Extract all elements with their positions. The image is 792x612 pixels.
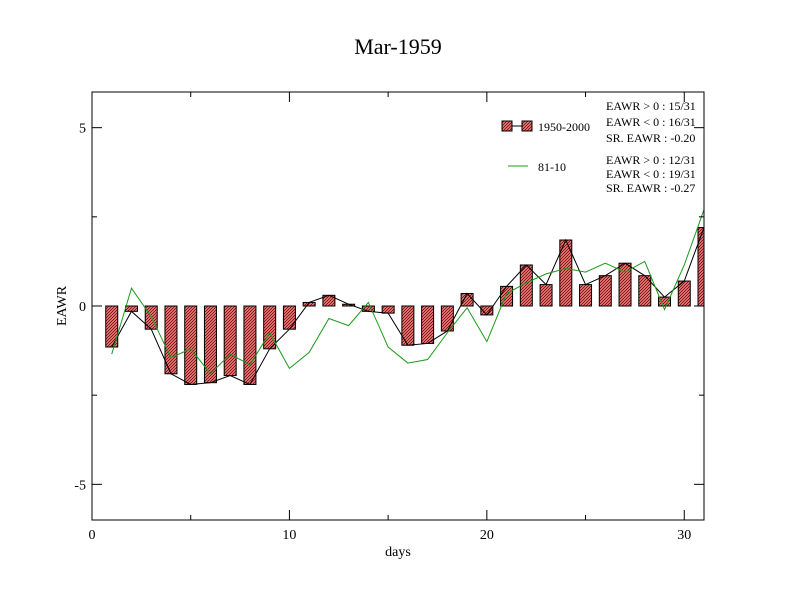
- legend-swatch-bar-left: [501, 120, 513, 132]
- line-series-81-10: [111, 209, 704, 375]
- bar-day-23: [539, 284, 553, 307]
- stat-8110-sr: SR. EAWR : -0.27: [606, 181, 695, 195]
- y-tick-label-5: 5: [79, 122, 86, 137]
- stat-1950-negative: EAWR < 0 : 16/31: [606, 115, 696, 129]
- bar-day-15: [381, 305, 395, 314]
- stat-8110-negative: EAWR < 0 : 19/31: [606, 167, 696, 181]
- axis-ticks: 0 10 20 30 -5 0 5: [74, 92, 704, 543]
- legend-label-1950-2000: 1950-2000: [538, 120, 590, 134]
- bar-day-2: [124, 305, 138, 312]
- stats-81-10: EAWR > 0 : 12/31 EAWR < 0 : 19/31 SR. EA…: [606, 153, 696, 195]
- bar-day-5: [184, 305, 198, 385]
- bar-day-17: [421, 305, 435, 344]
- bar-day-31: [697, 227, 704, 307]
- x-tick-label-0: 0: [89, 528, 96, 543]
- line-series-1950-2000: [111, 227, 704, 386]
- bar-day-25: [579, 284, 593, 307]
- y-tick-label-0: 0: [79, 300, 86, 315]
- x-axis-label: days: [385, 545, 411, 560]
- y-tick-label--5: -5: [74, 478, 86, 493]
- stat-1950-sr: SR. EAWR : -0.20: [606, 131, 695, 145]
- x-tick-label-10: 10: [282, 528, 296, 543]
- bars-1950-2000: [105, 227, 704, 385]
- bar-day-19: [460, 293, 474, 307]
- bar-day-26: [598, 275, 612, 307]
- x-tick-label-30: 30: [677, 528, 691, 543]
- chart-title: Mar-1959: [354, 34, 442, 59]
- stat-1950-positive: EAWR > 0 : 15/31: [606, 99, 696, 113]
- legend: 1950-2000 81-10: [501, 120, 590, 174]
- x-tick-label-20: 20: [480, 528, 494, 543]
- bar-day-9: [263, 305, 277, 350]
- stats-1950-2000: EAWR > 0 : 15/31 EAWR < 0 : 16/31 SR. EA…: [606, 99, 696, 145]
- y-axis-label: EAWR: [55, 285, 70, 326]
- bar-day-6: [203, 305, 217, 384]
- stat-8110-positive: EAWR > 0 : 12/31: [606, 153, 696, 167]
- bar-day-7: [223, 305, 237, 377]
- series-lines: [111, 209, 704, 386]
- legend-swatch-bar-right: [521, 120, 533, 132]
- bar-day-8: [243, 305, 257, 385]
- legend-label-81-10: 81-10: [538, 160, 566, 174]
- bar-day-10: [282, 305, 296, 330]
